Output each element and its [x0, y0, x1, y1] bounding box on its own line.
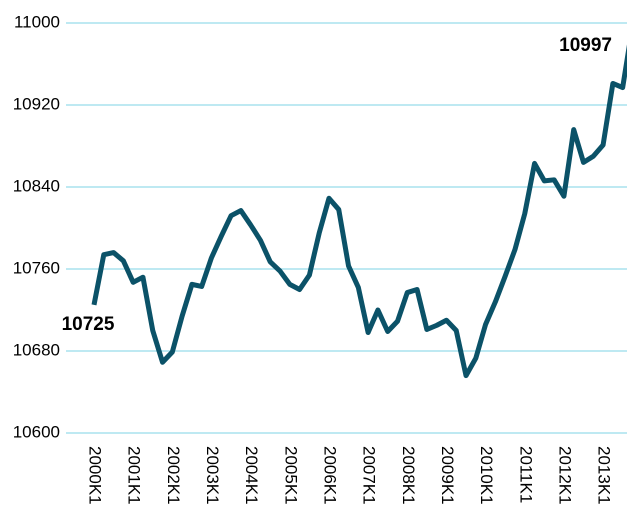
x-tick-label: 2000K1	[86, 446, 105, 505]
x-tick-label: 2006K1	[320, 446, 339, 505]
y-tick-label: 10600	[13, 422, 60, 441]
x-tick-label: 2013K1	[595, 446, 614, 505]
x-tick-label: 2011K1	[516, 446, 535, 503]
data-label: 10997	[559, 35, 612, 56]
x-tick-label: 2001K1	[125, 446, 144, 505]
x-tick-label: 2012K1	[555, 446, 574, 505]
data-line	[91, 44, 627, 379]
data-label: 10725	[62, 314, 115, 335]
x-tick-label: 2003K1	[203, 446, 222, 505]
x-tick-label: 2008K1	[399, 446, 418, 505]
x-tick-label: 2010K1	[477, 446, 496, 505]
y-tick-label: 10920	[13, 94, 60, 113]
x-tick-label: 2005K1	[281, 446, 300, 505]
x-tick-label: 2004K1	[242, 446, 261, 505]
x-tick-label: 2009K1	[438, 446, 457, 505]
y-tick-label: 10760	[13, 258, 60, 277]
y-tick-label: 10840	[13, 176, 60, 195]
y-tick-label: 11000	[14, 12, 60, 31]
x-tick-label: 2002K1	[164, 446, 183, 505]
y-tick-label: 10680	[13, 340, 60, 359]
x-tick-label: 2007K1	[360, 446, 379, 505]
